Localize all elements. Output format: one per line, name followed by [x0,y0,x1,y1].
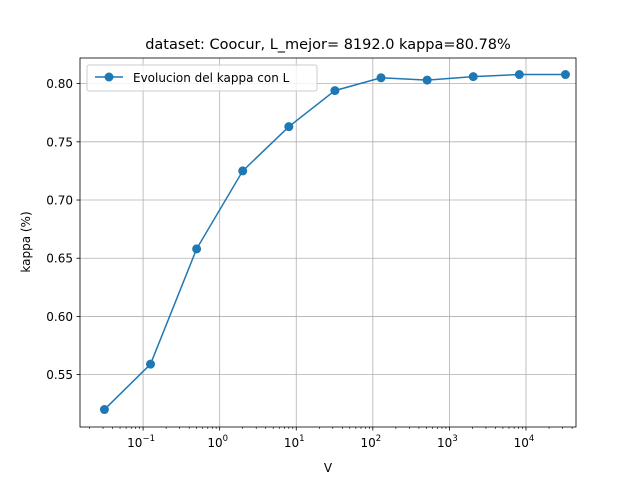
x-tick-label-base: 10 [514,436,529,450]
legend-label: Evolucion del kappa con L [133,71,290,85]
x-axis-label: V [324,461,333,475]
data-point [468,72,478,82]
grid-layer [80,58,576,427]
x-tick-label-exponent: 3 [452,434,457,444]
data-point [514,70,524,80]
data-point [99,405,109,415]
x-tick-label-exponent: −1 [142,434,155,444]
x-tick-label: 104 [514,434,535,450]
legend-marker-swatch [104,72,114,82]
data-point [146,359,156,369]
y-tick-label: 0.75 [46,135,73,149]
y-tick-label: 0.70 [46,194,73,208]
data-point [192,244,202,254]
x-tick-label: 10−1 [127,434,155,450]
x-tick-label-exponent: 1 [299,434,304,444]
data-point [238,166,248,176]
x-tick-label: 103 [437,434,458,450]
x-tick-label-exponent: 4 [529,434,534,444]
legend: Evolucion del kappa con L [86,64,318,92]
data-point [330,86,340,96]
x-tick-label: 101 [284,434,305,450]
series-line [103,73,566,411]
x-tick-label-base: 10 [284,436,299,450]
data-point [376,73,386,83]
x-tick-label: 100 [207,434,228,450]
x-tick-label: 102 [360,434,381,450]
series-layer [99,70,570,415]
x-tick-label-base: 10 [127,436,142,450]
y-tick-label: 0.65 [46,252,73,266]
x-tick-label-base: 10 [437,436,452,450]
y-tick-label: 0.80 [46,77,73,91]
data-point [560,70,570,80]
data-point [422,75,432,85]
chart-title: dataset: Coocur, L_mejor= 8192.0 kappa=8… [145,37,511,53]
y-tick-label: 0.60 [46,310,73,324]
legend-box [86,64,318,92]
x-tick-label-base: 10 [360,436,375,450]
y-tick-label: 0.55 [46,368,73,382]
y-axis-label: kappa (%) [19,211,33,272]
x-tick-label-base: 10 [207,436,222,450]
x-tick-label-exponent: 0 [223,434,228,444]
x-tick-label-exponent: 2 [376,434,381,444]
data-point [284,122,294,132]
plot-area-frame [79,57,577,428]
